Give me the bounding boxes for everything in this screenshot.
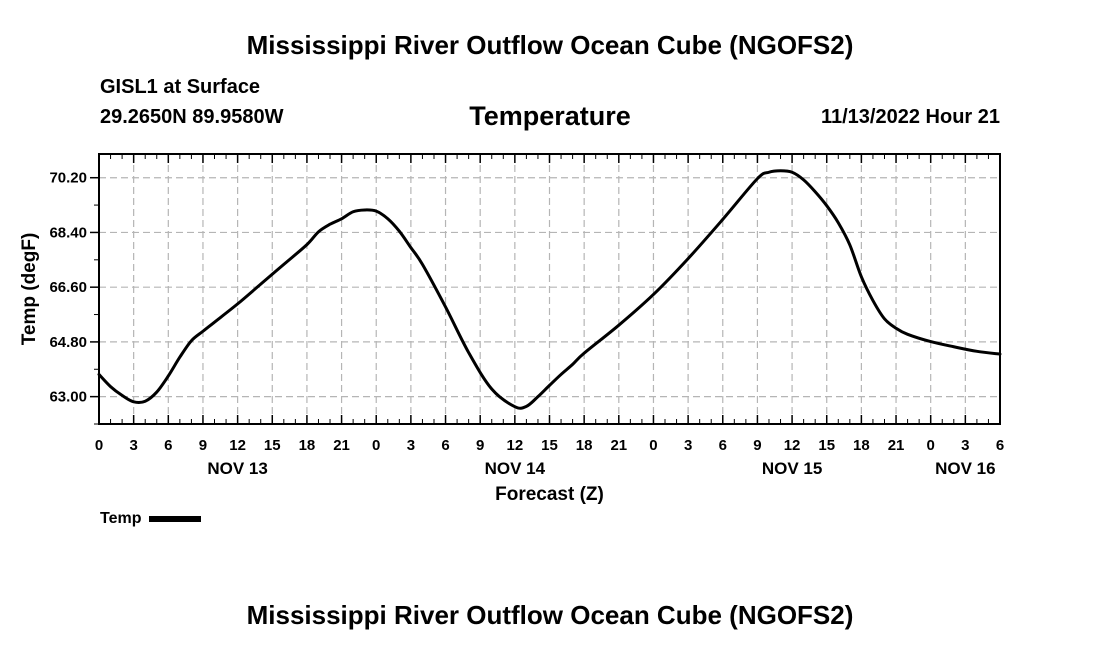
legend-swatch: [149, 516, 202, 522]
x-day-label: NOV 13: [207, 459, 267, 478]
x-tick-label: 3: [684, 437, 692, 454]
station-label: GISL1 at Surface: [100, 76, 261, 98]
x-tick-label: 18: [853, 437, 870, 454]
x-tick-label: 15: [818, 437, 835, 454]
x-day-label: NOV 16: [935, 459, 995, 478]
x-tick-label: 18: [299, 437, 316, 454]
legend-label: Temp: [100, 510, 142, 527]
chart-super-title: Mississippi River Outflow Ocean Cube (NG…: [246, 30, 854, 60]
x-tick-label: 0: [649, 437, 657, 454]
x-tick-label: 6: [164, 437, 172, 454]
x-tick-label: 21: [610, 437, 627, 454]
y-tick-label: 63.00: [49, 389, 87, 406]
station-coords: 29.2650N 89.9580W: [100, 106, 284, 128]
legend: Temp: [100, 510, 202, 528]
x-day-label: NOV 14: [485, 459, 546, 478]
x-tick-label: 0: [95, 437, 103, 454]
x-tick-label: 0: [372, 437, 380, 454]
x-tick-label: 21: [888, 437, 905, 454]
x-tick-label: 6: [996, 437, 1004, 454]
x-tick-label: 3: [961, 437, 969, 454]
plot-frame: [98, 153, 1001, 425]
x-tick-label: 21: [333, 437, 350, 454]
axis-ticks: [90, 154, 1001, 425]
footer-title: Mississippi River Outflow Ocean Cube (NG…: [246, 600, 854, 630]
temp-series-line: [97, 169, 1002, 410]
x-tick-label: 12: [229, 437, 246, 454]
x-tick-label: 9: [753, 437, 761, 454]
forecast-timestamp: 11/13/2022 Hour 21: [820, 106, 1000, 128]
x-axis-label: Forecast (Z): [495, 484, 604, 505]
x-tick-label: 9: [476, 437, 484, 454]
x-tick-label: 6: [719, 437, 727, 454]
y-tick-label: 68.40: [49, 224, 87, 241]
x-tick-label: 15: [541, 437, 558, 454]
y-tick-label: 70.20: [49, 170, 87, 187]
x-tick-label: 15: [264, 437, 281, 454]
x-day-label: NOV 15: [762, 459, 822, 478]
plot-title: Temperature: [469, 101, 631, 131]
grid-lines: [99, 154, 1000, 424]
x-tick-label: 0: [927, 437, 935, 454]
x-tick-label: 18: [576, 437, 593, 454]
x-tick-label: 12: [784, 437, 801, 454]
x-tick-label: 3: [407, 437, 415, 454]
x-tick-label: 3: [129, 437, 137, 454]
x-tick-label: 6: [441, 437, 449, 454]
x-tick-label: 9: [199, 437, 207, 454]
x-tick-label: 12: [507, 437, 524, 454]
y-tick-label: 66.60: [49, 279, 87, 296]
temperature-chart: 0 3 6 9 12 15 18 21 0 3 6 9 12 15 18 21 0 3 6 9 12 15 18 21 0 3 6N…: [19, 153, 1004, 505]
y-axis-label: Temp (degF): [19, 233, 40, 346]
y-tick-label: 64.80: [49, 334, 87, 351]
